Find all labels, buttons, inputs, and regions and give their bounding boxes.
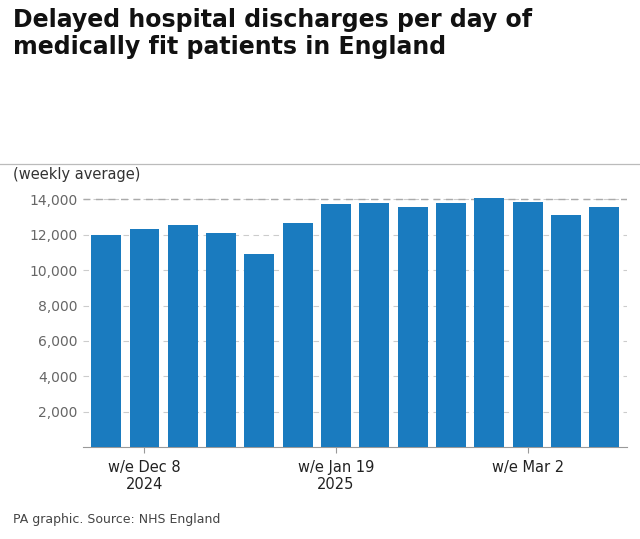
Text: (weekly average): (weekly average) (13, 167, 140, 182)
Bar (474, 198, 504, 447)
Bar (92, 234, 121, 447)
Bar (129, 229, 159, 447)
Text: PA graphic. Source: NHS England: PA graphic. Source: NHS England (13, 513, 220, 526)
Bar (436, 203, 466, 447)
Bar (360, 203, 389, 447)
Bar (244, 254, 275, 447)
Bar (589, 207, 619, 447)
Bar (321, 204, 351, 447)
Bar (168, 225, 198, 447)
Text: Delayed hospital discharges per day of
medically fit patients in England: Delayed hospital discharges per day of m… (13, 8, 532, 59)
Bar (283, 223, 313, 447)
Bar (397, 207, 428, 447)
Bar (551, 215, 581, 447)
Bar (206, 233, 236, 447)
Bar (513, 202, 543, 447)
